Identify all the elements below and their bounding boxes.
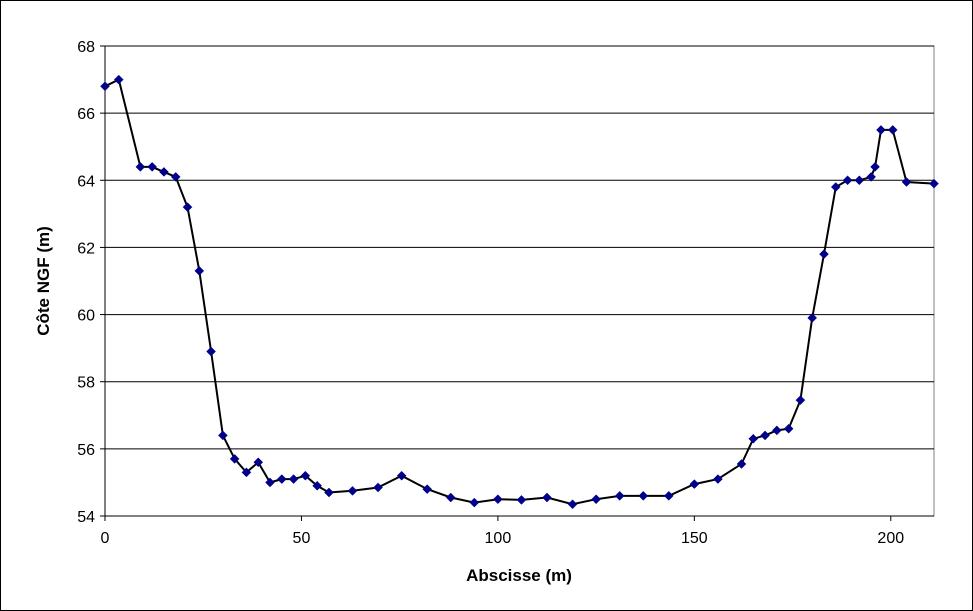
data-point [748, 433, 759, 444]
data-point [929, 178, 939, 189]
data-point [830, 182, 841, 192]
gridlines [105, 45, 934, 450]
x-tick-label: 200 [877, 530, 904, 547]
data-point [135, 162, 146, 172]
data-point [206, 346, 216, 357]
data-point [783, 423, 794, 434]
data-point [170, 172, 181, 182]
data-point [663, 491, 674, 501]
x-axis-title: Abscisse (m) [466, 566, 572, 585]
data-point [218, 430, 228, 441]
x-tick-label: 100 [485, 530, 512, 547]
data-point [113, 74, 124, 85]
x-tick-label: 50 [293, 530, 311, 547]
data-point [689, 479, 700, 489]
data-point [516, 495, 527, 505]
data-point [147, 162, 158, 172]
data-point [760, 430, 770, 441]
data-point [324, 487, 334, 498]
y-tick-label: 68 [77, 39, 95, 56]
y-tick-label: 60 [77, 308, 95, 325]
y-tick-label: 54 [77, 509, 95, 526]
data-point [396, 470, 407, 481]
data-point [194, 266, 205, 276]
data-point [100, 81, 110, 92]
data-point [638, 491, 649, 501]
data-point [542, 492, 552, 503]
y-axis-title: Côte NGF (m) [34, 226, 53, 336]
data-point [312, 480, 323, 491]
data-markers [100, 74, 939, 510]
data-point [567, 499, 578, 510]
data-point [614, 491, 625, 501]
data-point [842, 175, 853, 186]
y-tick-label: 66 [77, 106, 95, 123]
y-tick-label: 62 [77, 240, 95, 257]
y-tick-label: 64 [77, 173, 95, 190]
data-point [469, 497, 480, 508]
data-point [795, 395, 806, 406]
data-point [300, 470, 311, 481]
data-point [901, 177, 912, 187]
data-point [241, 467, 252, 478]
data-point [866, 172, 876, 182]
data-point [854, 175, 865, 186]
data-point [159, 167, 169, 177]
data-point [347, 485, 358, 496]
y-tick-labels: 54 56 58 60 62 64 66 68 [77, 39, 95, 526]
data-point [229, 454, 240, 464]
data-point [819, 249, 829, 259]
y-tick-label: 56 [77, 442, 95, 459]
data-point [771, 425, 782, 436]
data-point [807, 313, 818, 323]
data-point [870, 162, 880, 172]
data-point [253, 457, 264, 468]
x-tick-label: 150 [681, 530, 708, 547]
data-point [265, 477, 275, 488]
data-point [276, 474, 287, 484]
data-point [887, 125, 898, 135]
x-tick-labels: 0 50 100 150 200 [101, 530, 905, 547]
y-tick-label: 58 [77, 375, 95, 392]
data-point [182, 202, 193, 212]
data-point [422, 484, 433, 494]
data-point [493, 494, 503, 505]
x-tick-label: 0 [101, 530, 110, 547]
series-line [104, 78, 935, 506]
data-point [373, 482, 383, 493]
data-point [288, 474, 299, 484]
data-point [736, 459, 747, 469]
data-point [445, 492, 456, 503]
data-point [591, 494, 601, 505]
data-point [876, 125, 886, 135]
plot-area [104, 45, 935, 517]
data-point [713, 474, 723, 484]
axes [100, 45, 934, 521]
